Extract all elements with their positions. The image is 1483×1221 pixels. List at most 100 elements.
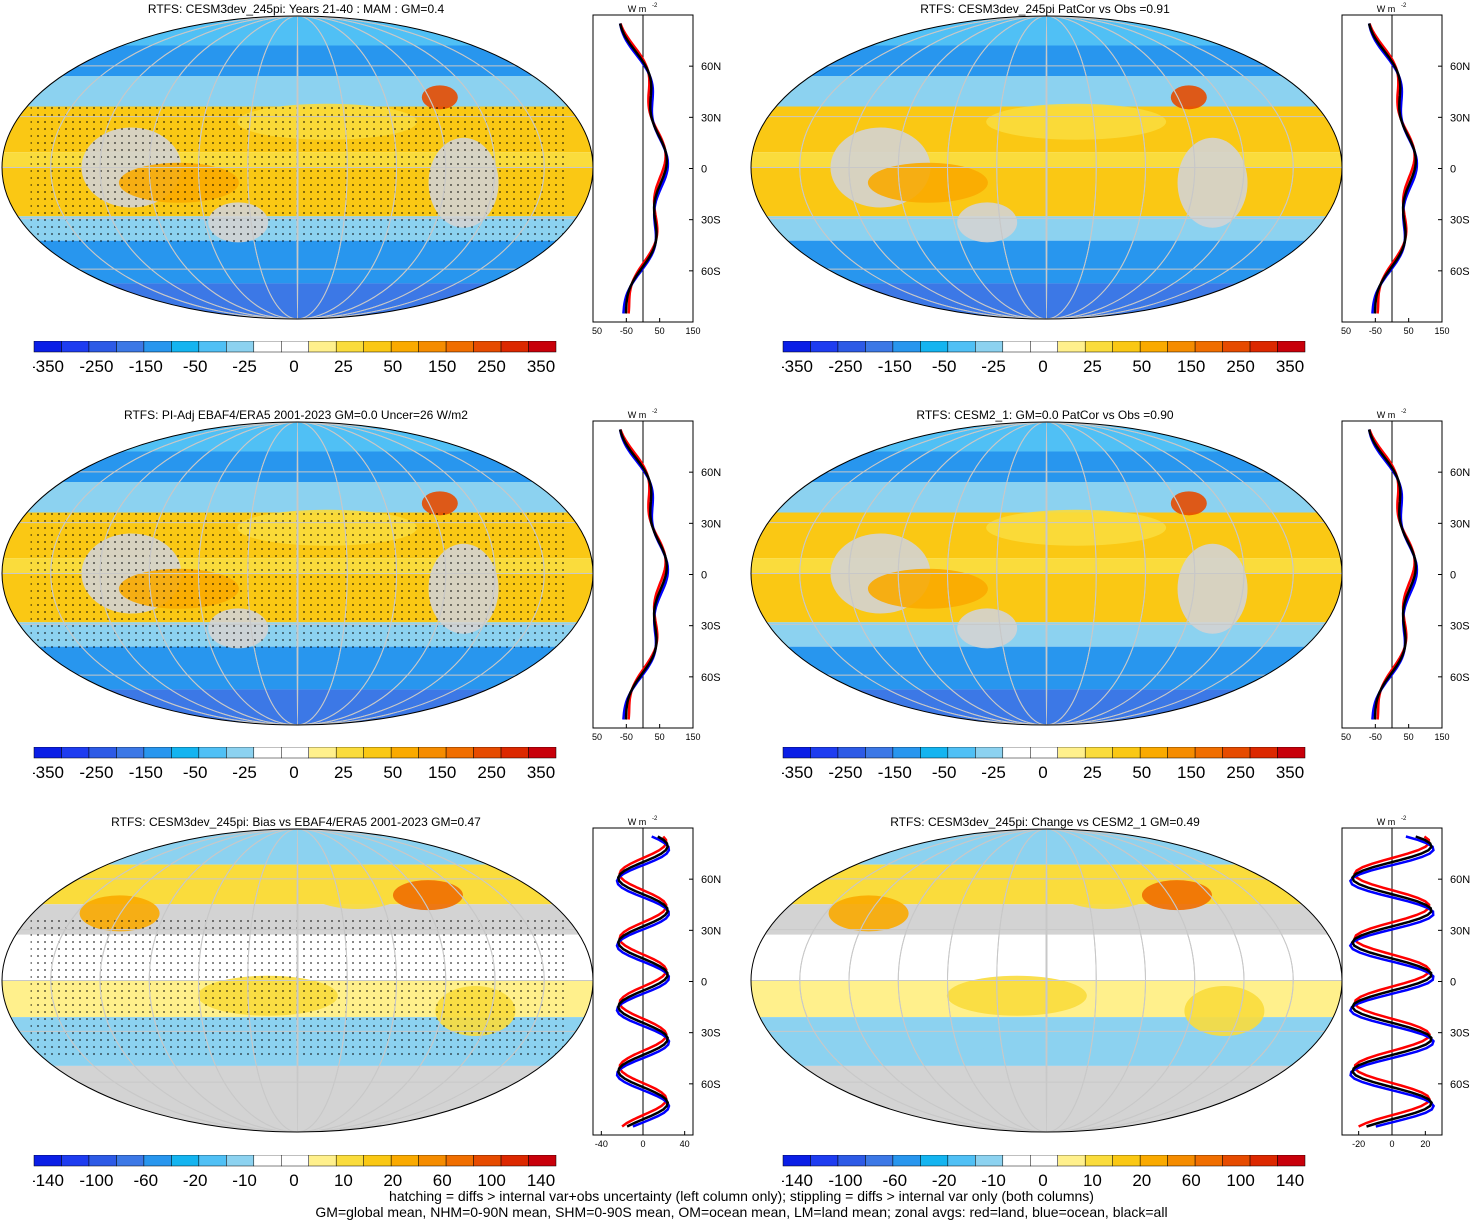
colorbar-label: 250 xyxy=(1226,357,1254,376)
colorbar-label: 140 xyxy=(1276,1171,1304,1190)
colorbar-label: 100 xyxy=(1226,1171,1254,1190)
graticule-meridian xyxy=(799,829,1294,1132)
colorbar-swatch xyxy=(1222,341,1251,353)
map-field xyxy=(2,16,593,319)
graticule-meridian xyxy=(296,829,299,1132)
panel-title: RTFS: CESM2_1: GM=0.0 PatCor vs Obs =0.9… xyxy=(916,408,1174,422)
x-tick-label: 150 xyxy=(1434,732,1449,742)
colorbar-label: 350 xyxy=(1276,763,1304,782)
colorbar-swatch xyxy=(865,747,894,759)
panel-title: RTFS: CESM3dev_245pi: Change vs CESM2_1 … xyxy=(890,815,1200,829)
all-zonal-line xyxy=(1367,23,1418,314)
graticule-meridian xyxy=(799,16,1294,319)
colorbar-swatch xyxy=(143,747,172,759)
colorbar-swatch xyxy=(1030,1155,1058,1167)
field-region xyxy=(306,869,407,909)
colorbar-swatch xyxy=(281,1155,309,1167)
colorbar-swatch xyxy=(1277,1155,1306,1167)
colorbar-swatch xyxy=(865,1155,894,1167)
colorbar-swatch xyxy=(308,1155,337,1167)
colorbar-swatch xyxy=(1167,341,1196,353)
field-region xyxy=(946,975,1087,1016)
land-zonal-line xyxy=(618,835,668,1128)
all-zonal-line xyxy=(618,23,669,314)
lat-tick-label: 60S xyxy=(701,1079,721,1091)
colorbar-swatch xyxy=(947,341,976,353)
colorbar-swatch xyxy=(500,747,529,759)
colorbar: -350 -250 -150 -50 -25 0 25 50 150 250 350 xyxy=(33,747,557,782)
colorbar-swatch xyxy=(892,341,921,353)
field-region xyxy=(1141,880,1212,911)
graticule-meridian xyxy=(1045,829,1048,1132)
colorbar-label: -100 xyxy=(79,1171,113,1190)
zonal-plot: W m -2 -40 0 40 60N 30N 0 30S 60S xyxy=(592,816,721,1149)
colorbar-label: 150 xyxy=(1177,763,1205,782)
unit-label: W m xyxy=(628,817,647,827)
unit-label: W m xyxy=(1377,817,1396,827)
unit-label: W m xyxy=(1377,410,1396,420)
colorbar-label: 250 xyxy=(477,763,505,782)
colorbar-label: 350 xyxy=(1276,357,1304,376)
field-region xyxy=(421,491,458,516)
map-plot xyxy=(1,15,594,320)
graticule-meridian xyxy=(148,422,447,725)
lat-tick-label: 30N xyxy=(701,925,721,937)
x-tick-label: 40 xyxy=(680,1139,690,1149)
lat-tick-label: 60N xyxy=(701,874,721,886)
graticule-meridian xyxy=(50,16,545,319)
lat-tick-label: 60S xyxy=(1450,1079,1470,1091)
colorbar-swatch xyxy=(1222,1155,1251,1167)
colorbar-swatch xyxy=(171,747,200,759)
zonal-plot: W m -2 -150 -50 50 150 60N 30N 0 30S 60S xyxy=(1341,409,1470,742)
colorbar-swatch xyxy=(1112,1155,1141,1167)
footer-line-2: GM=global mean, NHM=0-90N mean, SHM=0-90… xyxy=(315,1204,1168,1220)
colorbar-label: 25 xyxy=(1083,763,1102,782)
all-zonal-line xyxy=(1367,429,1418,720)
x-tick-label: 150 xyxy=(1434,326,1449,336)
colorbar-label: 50 xyxy=(1132,357,1151,376)
ocean-zonal-line xyxy=(615,835,671,1128)
zonal-plot: W m -2 -20 0 20 60N 30N 0 30S 60S xyxy=(1341,816,1470,1149)
colorbar-swatch xyxy=(390,747,419,759)
lat-tick-label: 0 xyxy=(1450,977,1456,989)
lat-tick-label: 60S xyxy=(1450,672,1470,684)
colorbar-swatch xyxy=(892,1155,921,1167)
colorbar-label: 150 xyxy=(1177,357,1205,376)
lat-tick-label: 30S xyxy=(701,215,721,227)
field-region xyxy=(986,509,1167,546)
colorbar-label: -50 xyxy=(183,763,208,782)
colorbar-swatch xyxy=(363,341,392,353)
colorbar-swatch xyxy=(1194,747,1223,759)
x-tick-label: -150 xyxy=(1341,732,1351,742)
colorbar-swatch xyxy=(253,341,282,353)
colorbar-swatch xyxy=(1084,341,1113,353)
colorbar-swatch xyxy=(920,341,949,353)
graticule-meridian xyxy=(897,422,1196,725)
field-region xyxy=(392,880,463,911)
colorbar-label: -50 xyxy=(183,357,208,376)
lat-tick-label: 30S xyxy=(1450,215,1470,227)
colorbar-swatch xyxy=(1057,747,1086,759)
lat-tick-label: 0 xyxy=(701,164,707,176)
colorbar-swatch xyxy=(88,341,117,353)
colorbar-label: 100 xyxy=(477,1171,505,1190)
colorbar-swatch xyxy=(335,341,364,353)
colorbar-swatch xyxy=(1112,747,1141,759)
colorbar-label: -250 xyxy=(79,357,113,376)
colorbar-label: 10 xyxy=(1083,1171,1102,1190)
colorbar-swatch xyxy=(445,341,474,353)
x-tick-label: 150 xyxy=(685,732,700,742)
unit-exponent: -2 xyxy=(652,409,658,415)
colorbar-swatch xyxy=(1249,341,1278,353)
colorbar: -350 -250 -150 -50 -25 0 25 50 150 250 350 xyxy=(782,747,1306,782)
colorbar-label: -20 xyxy=(932,1171,957,1190)
colorbar-swatch xyxy=(810,747,839,759)
colorbar-swatch xyxy=(837,341,866,353)
graticule-meridian xyxy=(848,829,1245,1132)
lat-tick-label: 60N xyxy=(701,61,721,73)
colorbar-swatch xyxy=(88,747,117,759)
colorbar-swatch xyxy=(33,341,62,353)
graticule-meridian xyxy=(99,829,496,1132)
graticule-meridian xyxy=(99,16,496,319)
lat-tick-label: 0 xyxy=(1450,570,1456,582)
